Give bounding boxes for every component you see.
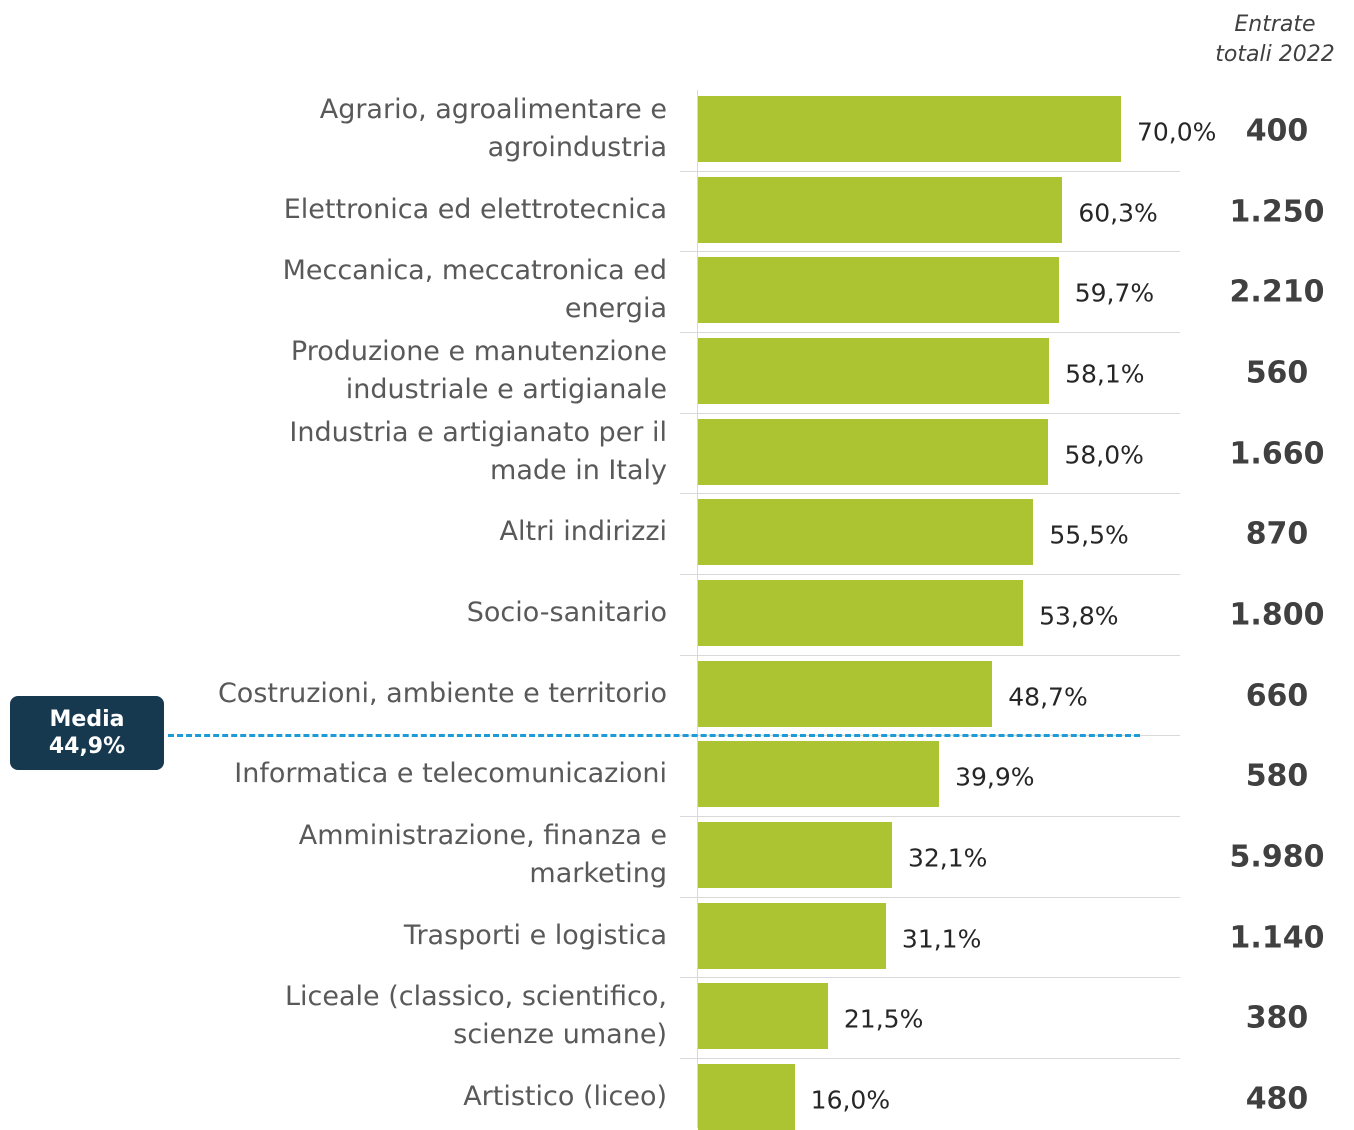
total-label: 380 (1245, 1000, 1309, 1036)
row-separator (680, 170, 1180, 172)
bar (698, 1064, 795, 1130)
total-label: 660 (1245, 678, 1309, 714)
average-label: Media (49, 707, 125, 732)
bar (698, 902, 886, 969)
value-label: 58,0% (1064, 440, 1144, 470)
bar (698, 257, 1059, 324)
total-label: 560 (1245, 355, 1309, 391)
category-label: Liceale (classico, scientifico, scienze … (284, 981, 667, 1051)
bar (698, 418, 1049, 485)
axis-line (697, 90, 698, 1128)
row-separator (680, 816, 1180, 818)
value-label: 48,7% (1008, 682, 1088, 712)
row-separator (680, 412, 1180, 414)
value-label: 55,5% (1049, 520, 1129, 550)
total-label: 870 (1245, 516, 1309, 552)
value-label: 32,1% (907, 843, 988, 873)
bar (698, 822, 892, 889)
total-label: 2.210 (1229, 274, 1325, 310)
value-label: 59,7% (1074, 278, 1155, 308)
row-separator (680, 493, 1180, 495)
category-label: Informatica e telecomunicazioni (234, 758, 667, 790)
bar (698, 338, 1050, 404)
category-label: Agrario, agroalimentare e agroindustria (319, 94, 667, 163)
category-label: Trasporti e logistica (403, 919, 667, 951)
average-line (168, 734, 1140, 737)
value-label: 31,1% (901, 924, 982, 954)
row-separator (680, 654, 1180, 656)
category-label: Industria e artigianato per il made in I… (289, 416, 667, 486)
row-separator (680, 977, 1180, 979)
category-label: Elettronica ed elettrotecnica (283, 193, 667, 225)
total-label: 1.250 (1229, 194, 1325, 230)
bar (698, 660, 993, 727)
total-label: 400 (1245, 113, 1309, 149)
total-label: 1.140 (1229, 920, 1325, 956)
value-label: 39,9% (955, 762, 1035, 792)
average-badge: Media 44,9% (10, 696, 164, 770)
value-label: 16,0% (810, 1085, 891, 1115)
totals-header: Entrate totali 2022 (1215, 12, 1335, 67)
category-label: Produzione e manutenzione industriale e … (290, 336, 667, 405)
total-label: 1.800 (1229, 597, 1325, 633)
category-label: Socio-sanitario (466, 597, 667, 629)
average-value: 44,9% (48, 734, 126, 759)
value-label: 60,3% (1078, 198, 1158, 228)
bar (698, 983, 828, 1050)
category-label: Altri indirizzi (499, 516, 667, 548)
category-label: Amministrazione, finanza e marketing (298, 820, 667, 890)
category-label: Artistico (liceo) (463, 1081, 667, 1113)
value-label: 58,1% (1065, 359, 1145, 389)
bar (698, 580, 1024, 647)
bar (698, 176, 1063, 243)
row-separator (680, 332, 1180, 333)
row-separator (680, 896, 1180, 898)
row-separator (680, 1058, 1180, 1060)
bar (698, 741, 940, 808)
value-label: 70,0% (1137, 117, 1217, 147)
total-label: 1.660 (1229, 436, 1325, 472)
total-label: 5.980 (1229, 839, 1325, 875)
category-label: Costruzioni, ambiente e territorio (217, 677, 667, 709)
value-label: 21,5% (843, 1004, 924, 1034)
value-label: 53,8% (1039, 601, 1119, 631)
category-label: Meccanica, meccatronica ed energia (282, 255, 667, 325)
bar (698, 96, 1121, 162)
total-label: 480 (1245, 1081, 1309, 1117)
row-separator (680, 251, 1180, 253)
bar (698, 499, 1034, 566)
row-separator (680, 574, 1180, 576)
total-label: 580 (1245, 758, 1309, 794)
